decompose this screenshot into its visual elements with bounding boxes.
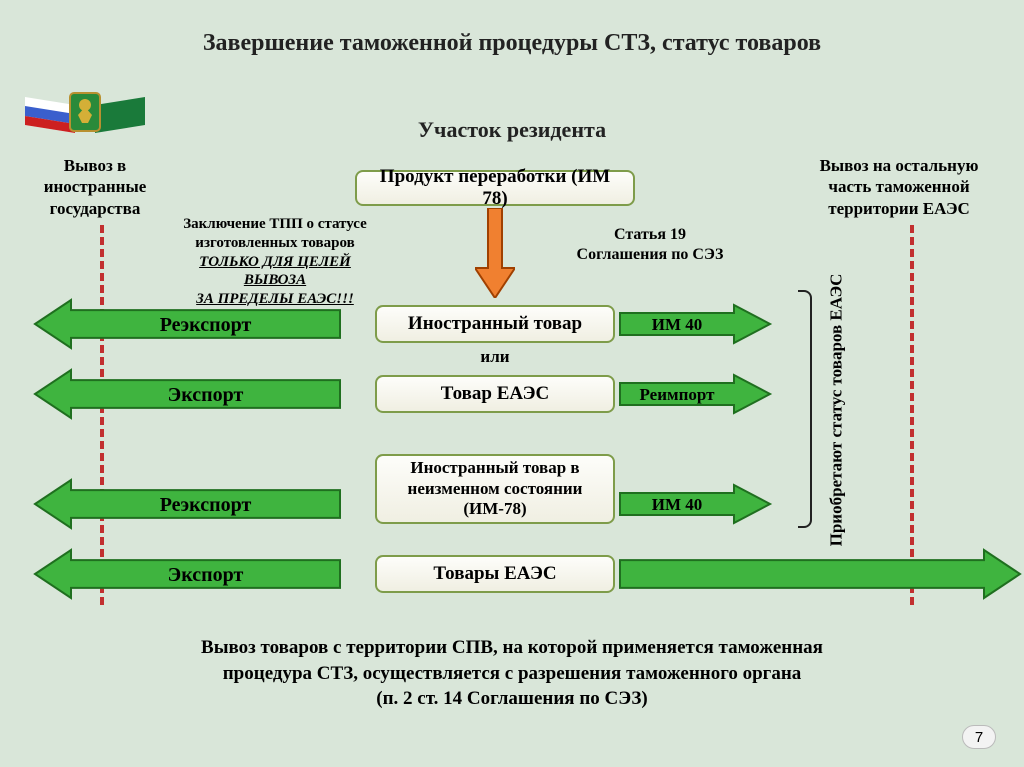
center-box-3: Товары ЕАЭС xyxy=(375,555,615,593)
footer-line1: Вывоз товаров с территории СПВ, на котор… xyxy=(201,637,823,658)
left-header: Вывоз в иностранные государства xyxy=(30,155,160,219)
down-arrow-icon xyxy=(475,208,515,298)
arrow-right xyxy=(620,375,770,413)
left-red-line xyxy=(100,225,104,605)
status-text: Приобретают статус товаров ЕАЭС xyxy=(826,274,846,547)
arrow-left xyxy=(35,480,340,528)
center-box-1: Товар ЕАЭС xyxy=(375,375,615,413)
arrow-left xyxy=(35,550,340,598)
note-tpp: Заключение ТПП о статусе изготовленных т… xyxy=(175,215,375,309)
center-box-0: Иностранный товар xyxy=(375,305,615,343)
right-header: Вывоз на остальную часть таможенной терр… xyxy=(804,155,994,219)
arrow-label: Реэкспорт xyxy=(160,494,252,516)
arrow-label: ИМ 40 xyxy=(652,495,703,514)
note-tpp-line3: ЗА ПРЕДЕЛЫ ЕАЭС!!! xyxy=(196,291,354,307)
subtitle: Участок резидента xyxy=(0,117,1024,143)
note-art19: Статья 19 Соглашения по СЭЗ xyxy=(560,225,740,265)
arrow-right xyxy=(620,485,770,523)
note-tpp-line2: ТОЛЬКО ДЛЯ ЦЕЛЕЙ ВЫВОЗА xyxy=(199,254,351,289)
page-title: Завершение таможенной процедуры СТЗ, ста… xyxy=(0,0,1024,57)
footer-text: Вывоз товаров с территории СПВ, на котор… xyxy=(0,635,1024,712)
arrow-label: Реэкспорт xyxy=(160,314,252,336)
arrow-left xyxy=(35,370,340,418)
note-art19-line2: Соглашения по СЭЗ xyxy=(577,246,724,263)
center-box-2: Иностранный товар в неизменном состоянии… xyxy=(375,454,615,524)
footer-line3: (п. 2 ст. 14 Соглашения по СЭЗ) xyxy=(376,688,647,709)
arrow-label: Экспорт xyxy=(168,564,244,586)
arrow-right xyxy=(620,550,1020,598)
or-label: или xyxy=(375,346,615,367)
emblem-icon xyxy=(20,85,150,140)
top-box: Продукт переработки (ИМ 78) xyxy=(355,170,635,206)
arrow-label: Реимпорт xyxy=(640,385,716,404)
bracket xyxy=(798,290,812,528)
arrow-label: ИМ 40 xyxy=(652,315,703,334)
note-tpp-line1: Заключение ТПП о статусе изготовленных т… xyxy=(183,216,367,251)
arrow-right xyxy=(620,305,770,343)
page-number: 7 xyxy=(962,725,996,749)
note-art19-line1: Статья 19 xyxy=(614,226,686,243)
footer-line2: процедура СТЗ, осуществляется с разрешен… xyxy=(223,663,802,684)
arrow-label: Экспорт xyxy=(168,384,244,406)
right-red-line xyxy=(910,225,914,605)
